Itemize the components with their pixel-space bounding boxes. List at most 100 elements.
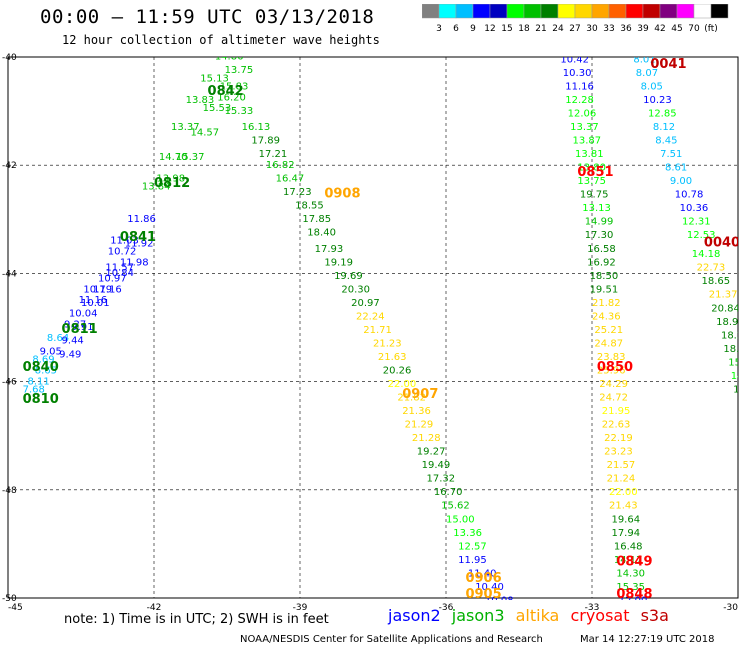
pass-time-label: 0811 <box>62 322 98 337</box>
wave-height-value: 8.45 <box>655 136 677 147</box>
wave-height-value: 18.65 <box>702 276 731 287</box>
wave-height-value: 8.07 <box>636 68 658 79</box>
pass-time-label: 0841 <box>120 230 156 245</box>
wave-height-value: 16.82 <box>733 384 740 395</box>
longitude-label: -36 <box>439 603 454 613</box>
pass-time-label: 0842 <box>208 84 244 99</box>
wave-height-value: 18.50 <box>590 271 619 282</box>
wave-height-value: 7.68 <box>23 384 45 395</box>
wave-height-value: 9.00 <box>670 176 692 187</box>
wave-height-value: 21.24 <box>607 474 636 485</box>
wave-height-value: 14.99 <box>731 371 740 382</box>
color-scale-label: 33 <box>603 24 614 34</box>
latitude-label: -42 <box>2 161 17 171</box>
latitude-label: -46 <box>2 378 17 388</box>
wave-height-value: 16.92 <box>587 257 616 268</box>
wave-height-value: 22.19 <box>604 433 633 444</box>
page-title: 00:00 – 11:59 UTC 03/13/2018 <box>40 6 375 28</box>
wave-height-value: 12.31 <box>682 217 711 228</box>
pass-time-label: 0906 <box>465 571 501 586</box>
wave-height-value: 10.42 <box>560 54 589 65</box>
wave-height-value: 19.49 <box>422 460 451 471</box>
wave-height-value: 21.95 <box>602 406 631 417</box>
wave-height-value: 10.08 <box>485 595 514 606</box>
pass-time-label: 0905 <box>465 587 501 602</box>
color-scale-label: 45 <box>671 24 682 34</box>
wave-height-value: 11.40 <box>468 568 497 579</box>
wave-height-value: 24.36 <box>592 311 621 322</box>
wave-height-value: 25.21 <box>594 325 623 336</box>
latitude-label: -40 <box>2 53 17 63</box>
wave-height-value: 14.30 <box>616 568 645 579</box>
wave-height-value: 20.26 <box>383 365 412 376</box>
wave-height-value: 15.13 <box>200 73 229 84</box>
legend-cryosat: cryosat <box>570 606 630 625</box>
wave-height-value: 22.24 <box>356 311 385 322</box>
color-scale-label: 9 <box>470 24 476 34</box>
wave-height-value: 11.16 <box>565 81 594 92</box>
page-subtitle: 12 hour collection of altimeter wave hei… <box>62 33 380 47</box>
color-scale-label: 70 <box>688 24 700 34</box>
wave-height-value: 22.00 <box>609 487 638 498</box>
wave-height-value: 17.89 <box>251 136 280 147</box>
wave-height-value: 8.64 <box>47 333 69 344</box>
wave-height-value: 12.57 <box>458 541 487 552</box>
pass-time-label: 0848 <box>616 587 652 602</box>
wave-height-value: 8.69 <box>32 355 54 366</box>
wave-height-value: 12.06 <box>568 109 597 120</box>
wave-height-value: 11.57 <box>105 263 134 274</box>
footer-credit: NOAA/NESDIS Center for Satellite Applica… <box>240 634 543 645</box>
wave-height-value: 8.65 <box>35 365 57 376</box>
wave-height-value: 18.25 <box>721 330 740 341</box>
wave-height-value: 13.37 <box>171 122 200 133</box>
wave-height-value: 16.82 <box>266 160 295 171</box>
wave-height-value: 15.53 <box>203 103 232 114</box>
color-scale: 3 6 9 12 15 18 21 24 27 30 33 36 39 42 45 70 (ft) <box>422 4 729 34</box>
wave-height-value: 13.75 <box>577 176 606 187</box>
wave-height-value: 16.13 <box>242 122 271 133</box>
color-scale-label: 6 <box>453 24 459 34</box>
wave-height-value: 10.04 <box>69 309 98 320</box>
wave-height-value: 24.72 <box>599 393 628 404</box>
note-text: note: 1) Time is in UTC; 2) SWH is in fe… <box>64 612 329 627</box>
pass-time-label: 0850 <box>597 360 633 375</box>
wave-height-value: 13.36 <box>453 528 482 539</box>
legend-s3a: s3a <box>640 606 669 625</box>
wave-height-value: 12.00 <box>619 595 648 606</box>
wave-height-value: 12.85 <box>648 109 677 120</box>
wave-height-value: 19.69 <box>334 271 363 282</box>
wave-height-value: 22.73 <box>697 263 726 274</box>
wave-height-value: 10.78 <box>675 190 704 201</box>
wave-height-value: 21.36 <box>402 406 431 417</box>
pass-time-label: 0908 <box>324 187 360 202</box>
color-scale-label: 15 <box>501 24 512 34</box>
wave-height-value: 8.11 <box>27 376 49 387</box>
wave-height-value: 24.29 <box>599 379 628 390</box>
wave-height-value: 9.27 <box>64 320 86 331</box>
wave-height-value: 9.05 <box>40 347 62 358</box>
pass-time-label: 0851 <box>577 165 613 180</box>
wave-height-value: 19.75 <box>580 190 609 201</box>
wave-height-value: 18.98 <box>716 317 740 328</box>
wave-height-value: 10.79 <box>83 284 112 295</box>
latitude-label: -48 <box>2 486 17 496</box>
wave-height-value: 18.40 <box>307 228 336 239</box>
wave-height-value: 13.87 <box>573 136 602 147</box>
pass-time-label: 0810 <box>23 392 59 407</box>
satellite-legend: jason2 jason3 altika cryosat s3a <box>388 606 675 625</box>
longitude-label: -39 <box>293 603 308 613</box>
wave-height-value: 21.43 <box>609 501 638 512</box>
wave-height-value: 8.01 <box>633 54 655 65</box>
footer-timestamp: Mar 14 12:27:19 UTC 2018 <box>580 634 715 645</box>
pass-time-label: 0040 <box>704 235 740 250</box>
wave-height-value: 10.23 <box>643 95 672 106</box>
color-scale-label: 27 <box>569 24 580 34</box>
legend-jason2: jason2 <box>388 606 441 625</box>
wave-height-value: 11.86 <box>127 214 156 225</box>
wave-height-value: 17.93 <box>315 244 344 255</box>
wave-height-value: 10.30 <box>563 68 592 79</box>
wave-height-value: 10.40 <box>475 582 504 593</box>
wave-height-value: 17.85 <box>302 214 331 225</box>
wave-height-value: 22.63 <box>602 420 631 431</box>
